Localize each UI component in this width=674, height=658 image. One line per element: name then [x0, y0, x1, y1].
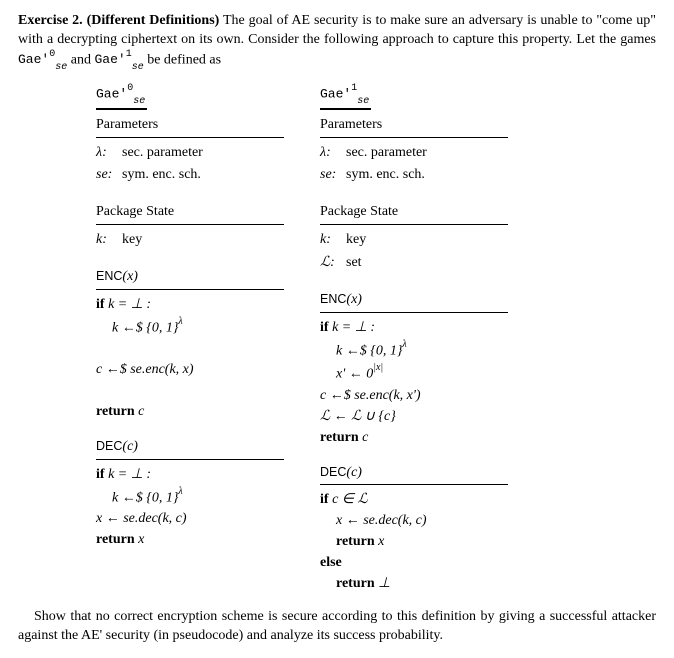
right-state-header: Package State: [320, 203, 508, 225]
game0-pre: Gae': [18, 52, 49, 67]
param-row: se:sym. enc. sch.: [96, 164, 284, 187]
left-dec-arg: (c): [122, 439, 138, 454]
code-line: return ⊥: [320, 575, 508, 594]
left-state-table: k:key: [96, 229, 284, 252]
code-line: ℒ ← ℒ ∪ {c}: [320, 408, 508, 427]
code-line: k ←$ {0, 1}λ: [96, 487, 284, 509]
code-line: return c: [320, 429, 508, 448]
game1-name: Gae'1se: [94, 52, 143, 67]
game0-sub: se: [55, 62, 67, 73]
game-left: Gae'0se Parameters λ:sec. parameterse:sy…: [96, 84, 284, 596]
game-left-title-sup: 0: [127, 83, 133, 94]
right-dec-arg: (c): [346, 465, 362, 480]
game-right-title-pre: Gae': [320, 87, 351, 102]
param-key: λ:: [320, 142, 346, 165]
left-dec-body: if k = ⊥ : k ←$ {0, 1}λx ← se.dec(k, c) re…: [96, 466, 284, 550]
left-enc-arg: (x): [122, 269, 138, 284]
intro-text-2: be defined as: [144, 52, 221, 67]
code-line: c ←$ se.enc(k, x'): [320, 387, 508, 406]
right-dec-header: DEC(c): [320, 464, 508, 486]
left-enc-body: if k = ⊥ : k ←$ {0, 1}λ c ←$ se.enc(k, x)…: [96, 296, 284, 422]
code-line: else: [320, 554, 508, 573]
game-right-title-sup: 1: [351, 83, 357, 94]
param-val: key: [346, 229, 508, 252]
left-params-header: Parameters: [96, 116, 284, 138]
left-dec-header: DEC(c): [96, 438, 284, 460]
param-row: λ:sec. parameter: [96, 142, 284, 165]
code-line: return c: [96, 403, 284, 422]
code-line: x' ← 0|x|: [320, 363, 508, 385]
param-val: key: [122, 229, 284, 252]
right-params-header: Parameters: [320, 116, 508, 138]
game-right: Gae'1se Parameters λ:sec. parameterse:sy…: [320, 84, 508, 596]
code-line: return x: [320, 533, 508, 552]
param-val: sym. enc. sch.: [346, 164, 508, 187]
param-key: k:: [96, 229, 122, 252]
param-row: se:sym. enc. sch.: [320, 164, 508, 187]
param-val: sym. enc. sch.: [122, 164, 284, 187]
right-enc-body: if k = ⊥ : k ←$ {0, 1}λx' ← 0|x| c ←$ se.e…: [320, 319, 508, 448]
param-row: k:key: [96, 229, 284, 252]
game0-sup: 0: [49, 49, 55, 60]
left-state-header: Package State: [96, 203, 284, 225]
code-line: x ← se.dec(k, c): [96, 510, 284, 529]
param-val: sec. parameter: [346, 142, 508, 165]
game1-pre: Gae': [94, 52, 125, 67]
game1-sup: 1: [126, 49, 132, 60]
param-row: λ:sec. parameter: [320, 142, 508, 165]
code-line: if c ∈ ℒ: [320, 491, 508, 510]
left-enc-name: ENC: [96, 269, 122, 283]
code-line: if k = ⊥ :: [96, 466, 284, 485]
game-left-title-pre: Gae': [96, 87, 127, 102]
code-line: c ←$ se.enc(k, x): [96, 361, 284, 380]
game1-sub: se: [132, 62, 144, 73]
game-right-title: Gae'1se: [320, 84, 508, 109]
right-params-table: λ:sec. parameterse:sym. enc. sch.: [320, 142, 508, 188]
game-left-title: Gae'0se: [96, 84, 284, 109]
param-row: ℒ:set: [320, 252, 508, 275]
intro-mid: and: [67, 52, 94, 67]
code-line: k ←$ {0, 1}λ: [96, 317, 284, 339]
code-line: [96, 340, 284, 359]
conclusion-paragraph: Show that no correct encryption scheme i…: [18, 608, 656, 646]
left-dec-name: DEC: [96, 439, 122, 453]
param-key: λ:: [96, 142, 122, 165]
code-line: k ←$ {0, 1}λ: [320, 340, 508, 362]
param-row: k:key: [320, 229, 508, 252]
param-key: k:: [320, 229, 346, 252]
code-line: [96, 382, 284, 401]
game-left-title-sub: se: [133, 96, 145, 107]
game0-name: Gae'0se: [18, 52, 67, 67]
right-enc-name: ENC: [320, 292, 346, 306]
exercise-title: Exercise 2. (Different Definitions): [18, 13, 219, 28]
code-line: if k = ⊥ :: [320, 319, 508, 338]
param-key: se:: [96, 164, 122, 187]
code-line: x ← se.dec(k, c): [320, 512, 508, 531]
left-params-table: λ:sec. parameterse:sym. enc. sch.: [96, 142, 284, 188]
right-dec-name: DEC: [320, 465, 346, 479]
right-state-table: k:keyℒ:set: [320, 229, 508, 275]
param-key: ℒ:: [320, 252, 346, 275]
intro-paragraph: Exercise 2. (Different Definitions) The …: [18, 12, 656, 72]
code-line: return x: [96, 531, 284, 550]
left-enc-header: ENC(x): [96, 268, 284, 290]
games-container: Gae'0se Parameters λ:sec. parameterse:sy…: [96, 84, 656, 596]
param-val: sec. parameter: [122, 142, 284, 165]
param-key: se:: [320, 164, 346, 187]
code-line: if k = ⊥ :: [96, 296, 284, 315]
game-right-title-sub: se: [357, 96, 369, 107]
param-val: set: [346, 252, 508, 275]
right-dec-body: if c ∈ ℒ x ← se.dec(k, c) return x else retu…: [320, 491, 508, 593]
right-enc-arg: (x): [346, 292, 362, 307]
right-enc-header: ENC(x): [320, 291, 508, 313]
